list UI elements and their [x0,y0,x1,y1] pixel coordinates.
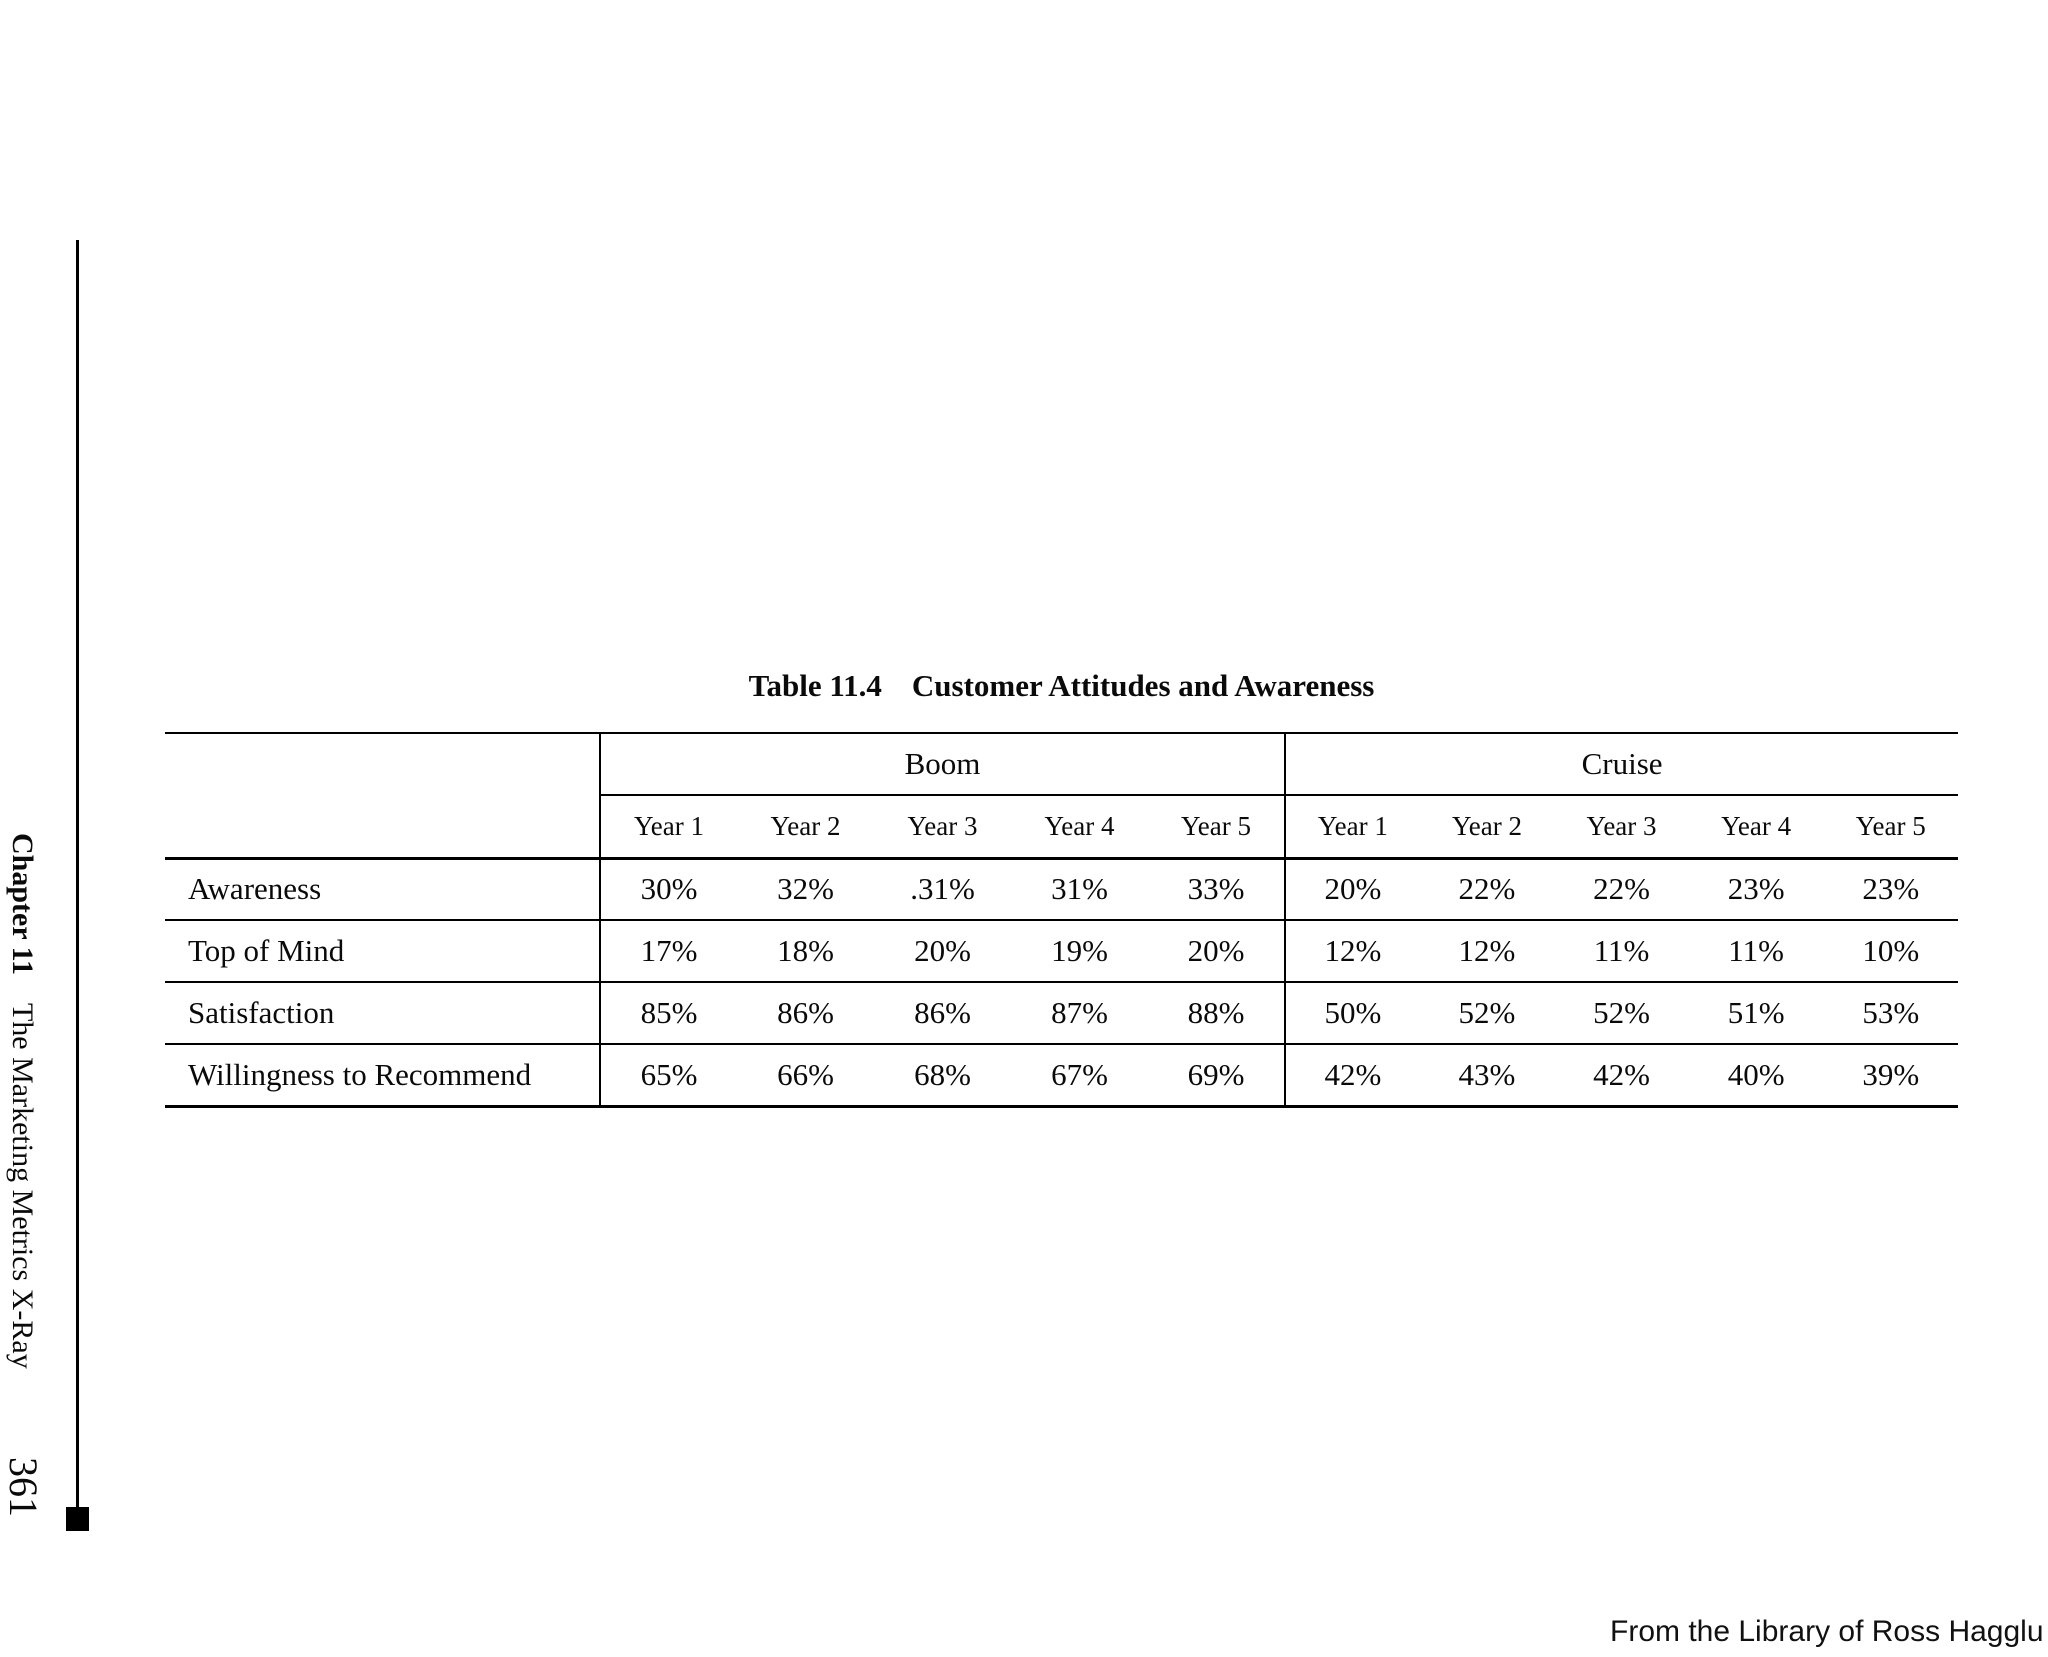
year-header: Year 1 [599,795,737,860]
data-cell: 68% [874,1044,1011,1107]
data-cell: 23% [1823,858,1959,921]
data-cell: 22% [1419,858,1555,921]
table-row: Satisfaction 85% 86% 86% 87% 88% 50% 52%… [165,982,1959,1045]
data-cell: 53% [1823,982,1959,1045]
data-cell: 11% [1554,920,1689,983]
sidebar-end-square [66,1507,89,1531]
table-row: Awareness 30% 32% .31% 31% 33% 20% 22% 2… [165,858,1959,921]
data-cell: 11% [1688,920,1824,983]
year-header: Year 4 [1688,795,1824,860]
row-label: Willingness to Recommend [165,1044,600,1107]
data-cell: 12% [1284,920,1420,983]
table-row: Top of Mind 17% 18% 20% 19% 20% 12% 12% … [165,920,1959,983]
data-cell: 20% [1148,920,1286,983]
table-title: Table 11.4 Customer Attitudes and Awarene… [165,668,1958,704]
data-cell: 43% [1419,1044,1555,1107]
data-cell: 52% [1419,982,1555,1045]
data-cell: 32% [737,858,874,921]
year-header-row: Year 1 Year 2 Year 3 Year 4 Year 5 Year … [165,795,1959,860]
sidebar-chapter-strip: Chapter 11 The Marketing Metrics X-Ray [3,833,41,1369]
year-header: Year 3 [874,795,1011,860]
customer-attitudes-table: Boom Cruise Year 1 Year 2 Year 3 Year 4 … [165,732,1959,1108]
group-header-row: Boom Cruise [165,733,1959,860]
data-cell: 85% [599,982,737,1045]
data-cell: 18% [737,920,874,983]
year-header: Year 3 [1554,795,1689,860]
data-cell: 50% [1284,982,1420,1045]
group-header-boom: Boom [598,733,1286,796]
year-header: Year 4 [1011,795,1148,860]
table-row: Willingness to Recommend 65% 66% 68% 67%… [165,1044,1959,1107]
data-cell: 52% [1554,982,1689,1045]
data-cell: 88% [1148,982,1286,1045]
data-cell: 20% [874,920,1011,983]
table-corner-cell [165,733,600,860]
data-cell: 42% [1554,1044,1689,1107]
data-cell: 86% [874,982,1011,1045]
data-cell: .31% [874,858,1011,921]
sidebar-vertical-rule [76,240,79,1508]
group-header-cruise: Cruise [1284,733,1959,796]
year-header: Year 2 [1419,795,1555,860]
data-cell: 40% [1688,1044,1824,1107]
data-cell: 10% [1823,920,1959,983]
data-cell: 22% [1554,858,1689,921]
book-title: The Marketing Metrics X-Ray [6,1002,39,1369]
data-cell: 23% [1688,858,1824,921]
year-header: Year 5 [1823,795,1959,860]
table-title-text: Customer Attitudes and Awareness [911,668,1375,703]
data-cell: 19% [1011,920,1148,983]
library-watermark: From the Library of Ross Hagglu [1610,1615,2044,1648]
page-number: 361 [1,1457,46,1517]
data-cell: 31% [1011,858,1148,921]
data-cell: 12% [1419,920,1555,983]
chapter-label: Chapter 11 [6,833,39,975]
data-cell: 51% [1688,982,1824,1045]
year-header: Year 1 [1284,795,1420,860]
data-cell: 30% [599,858,737,921]
data-cell: 33% [1148,858,1286,921]
data-cell: 39% [1823,1044,1959,1107]
year-header: Year 5 [1148,795,1286,860]
data-cell: 87% [1011,982,1148,1045]
data-cell: 66% [737,1044,874,1107]
data-cell: 67% [1011,1044,1148,1107]
data-cell: 65% [599,1044,737,1107]
data-cell: 17% [599,920,737,983]
data-cell: 86% [737,982,874,1045]
row-label: Awareness [165,858,600,921]
table-number-label: Table 11.4 [748,668,882,703]
row-label: Top of Mind [165,920,600,983]
data-cell: 42% [1284,1044,1420,1107]
year-header: Year 2 [737,795,874,860]
data-cell: 69% [1148,1044,1286,1107]
data-cell: 20% [1284,858,1420,921]
row-label: Satisfaction [165,982,600,1045]
